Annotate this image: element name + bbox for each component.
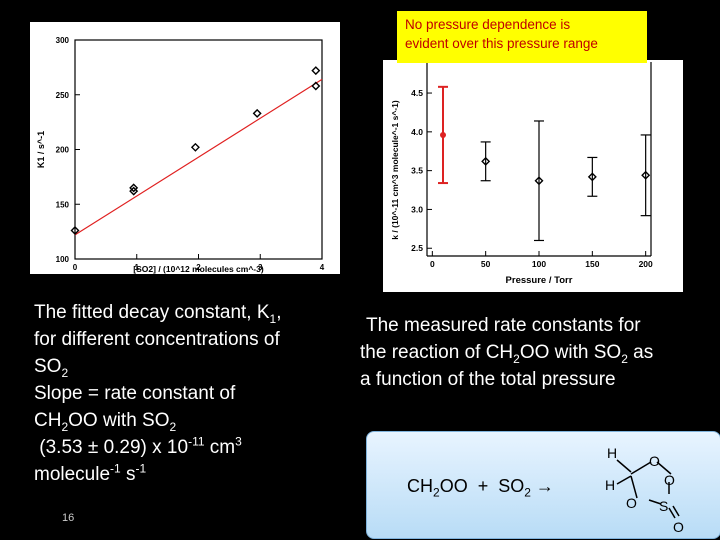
caption-line: a function of the total pressure	[360, 369, 616, 390]
pressure-note: No pressure dependence is evident over t…	[397, 11, 647, 63]
ozonide-structure: H H O O O O S	[605, 445, 684, 535]
left-caption: The fitted decay constant, K1, for diffe…	[34, 299, 354, 488]
x-tick-label: 4	[320, 263, 325, 272]
right-caption: The measured rate constants for the reac…	[360, 312, 720, 393]
caption-line: SO2	[34, 356, 69, 380]
atom-label: O	[673, 519, 684, 535]
atom-label: O	[626, 495, 637, 511]
note-line-1: No pressure dependence is	[405, 17, 571, 32]
x-tick-label: 0	[430, 259, 435, 269]
y-tick-label: 4.5	[411, 88, 423, 98]
x-tick-label: 50	[481, 259, 491, 269]
data-point	[440, 131, 446, 138]
atom-label: H	[605, 477, 615, 493]
data-point	[534, 176, 544, 186]
slide-number: 16	[62, 512, 75, 524]
caption-line: The fitted decay constant, K1,	[34, 302, 282, 326]
x-tick-label: 100	[532, 259, 546, 269]
data-point	[252, 108, 262, 118]
reaction-equation: CH2OO + SO2 →	[407, 476, 554, 500]
x-tick-label: 2	[196, 263, 201, 272]
atom-label: O	[664, 472, 675, 488]
atom-label: O	[649, 453, 660, 469]
x-tick-label: 1	[135, 263, 140, 272]
caption-line: (3.53 ± 0.29) x 10-11 cm3	[34, 434, 242, 458]
data-point	[641, 170, 651, 180]
k-vs-pressure-svg: 0 50 100 150 200 2.5 3.0 3.5 4.0 4.5 Pressure / To…	[390, 62, 653, 286]
fit-line	[74, 78, 323, 236]
y-axis-label: k / (10^-11 cm^3 molecule^-1 s^-1)	[390, 100, 400, 240]
y-tick-label: 300	[56, 36, 70, 45]
caption-line: Slope = rate constant of	[34, 383, 236, 404]
note-line-2: evident over this pressure range	[405, 36, 598, 51]
caption-line: the reaction of CH2OO with SO2 as	[360, 342, 654, 366]
data-point	[129, 183, 139, 193]
data-point	[311, 81, 321, 91]
x-tick-label: 200	[639, 259, 653, 269]
k1-vs-so2-chart: 0 1 2 3 4 100 150 200 250 300 [SO2] / (10^12 molec…	[30, 22, 340, 274]
y-tick-label: 3.0	[411, 204, 423, 214]
caption-line: molecule-1 s-1	[34, 461, 147, 485]
x-tick-label: 3	[258, 263, 263, 272]
y-axis-label: K1 / s^-1	[36, 131, 46, 168]
data-point	[190, 142, 200, 152]
atom-label: S	[659, 498, 668, 514]
y-tick-label: 100	[56, 255, 70, 264]
y-tick-label: 2.5	[411, 243, 423, 253]
atom-label: H	[607, 445, 617, 461]
reaction-box: CH2OO + SO2 → H H O O O O S	[366, 431, 720, 539]
caption-line: for different concentrations of	[34, 329, 280, 350]
plot-frame	[74, 39, 323, 260]
k-vs-pressure-chart: 0 50 100 150 200 2.5 3.0 3.5 4.0 4.5 Pressure / To…	[383, 60, 683, 292]
x-axis-label: Pressure / Torr	[506, 275, 573, 286]
data-point	[587, 172, 597, 182]
y-tick-label: 200	[56, 146, 70, 155]
y-tick-label: 250	[56, 91, 70, 100]
y-tick-label: 3.5	[411, 166, 423, 176]
data-point	[311, 66, 321, 76]
data-point	[481, 156, 491, 166]
x-axis-label: [SO2] / (10^12 molecules cm^-3)	[133, 264, 264, 274]
y-tick-label: 150	[56, 200, 70, 209]
x-tick-label: 150	[585, 259, 599, 269]
y-tick-label: 4.0	[411, 127, 423, 137]
caption-line: The measured rate constants for	[366, 315, 641, 336]
data-point	[70, 226, 80, 236]
x-tick-label: 0	[73, 263, 78, 272]
caption-line: CH2OO with SO2	[34, 410, 177, 434]
